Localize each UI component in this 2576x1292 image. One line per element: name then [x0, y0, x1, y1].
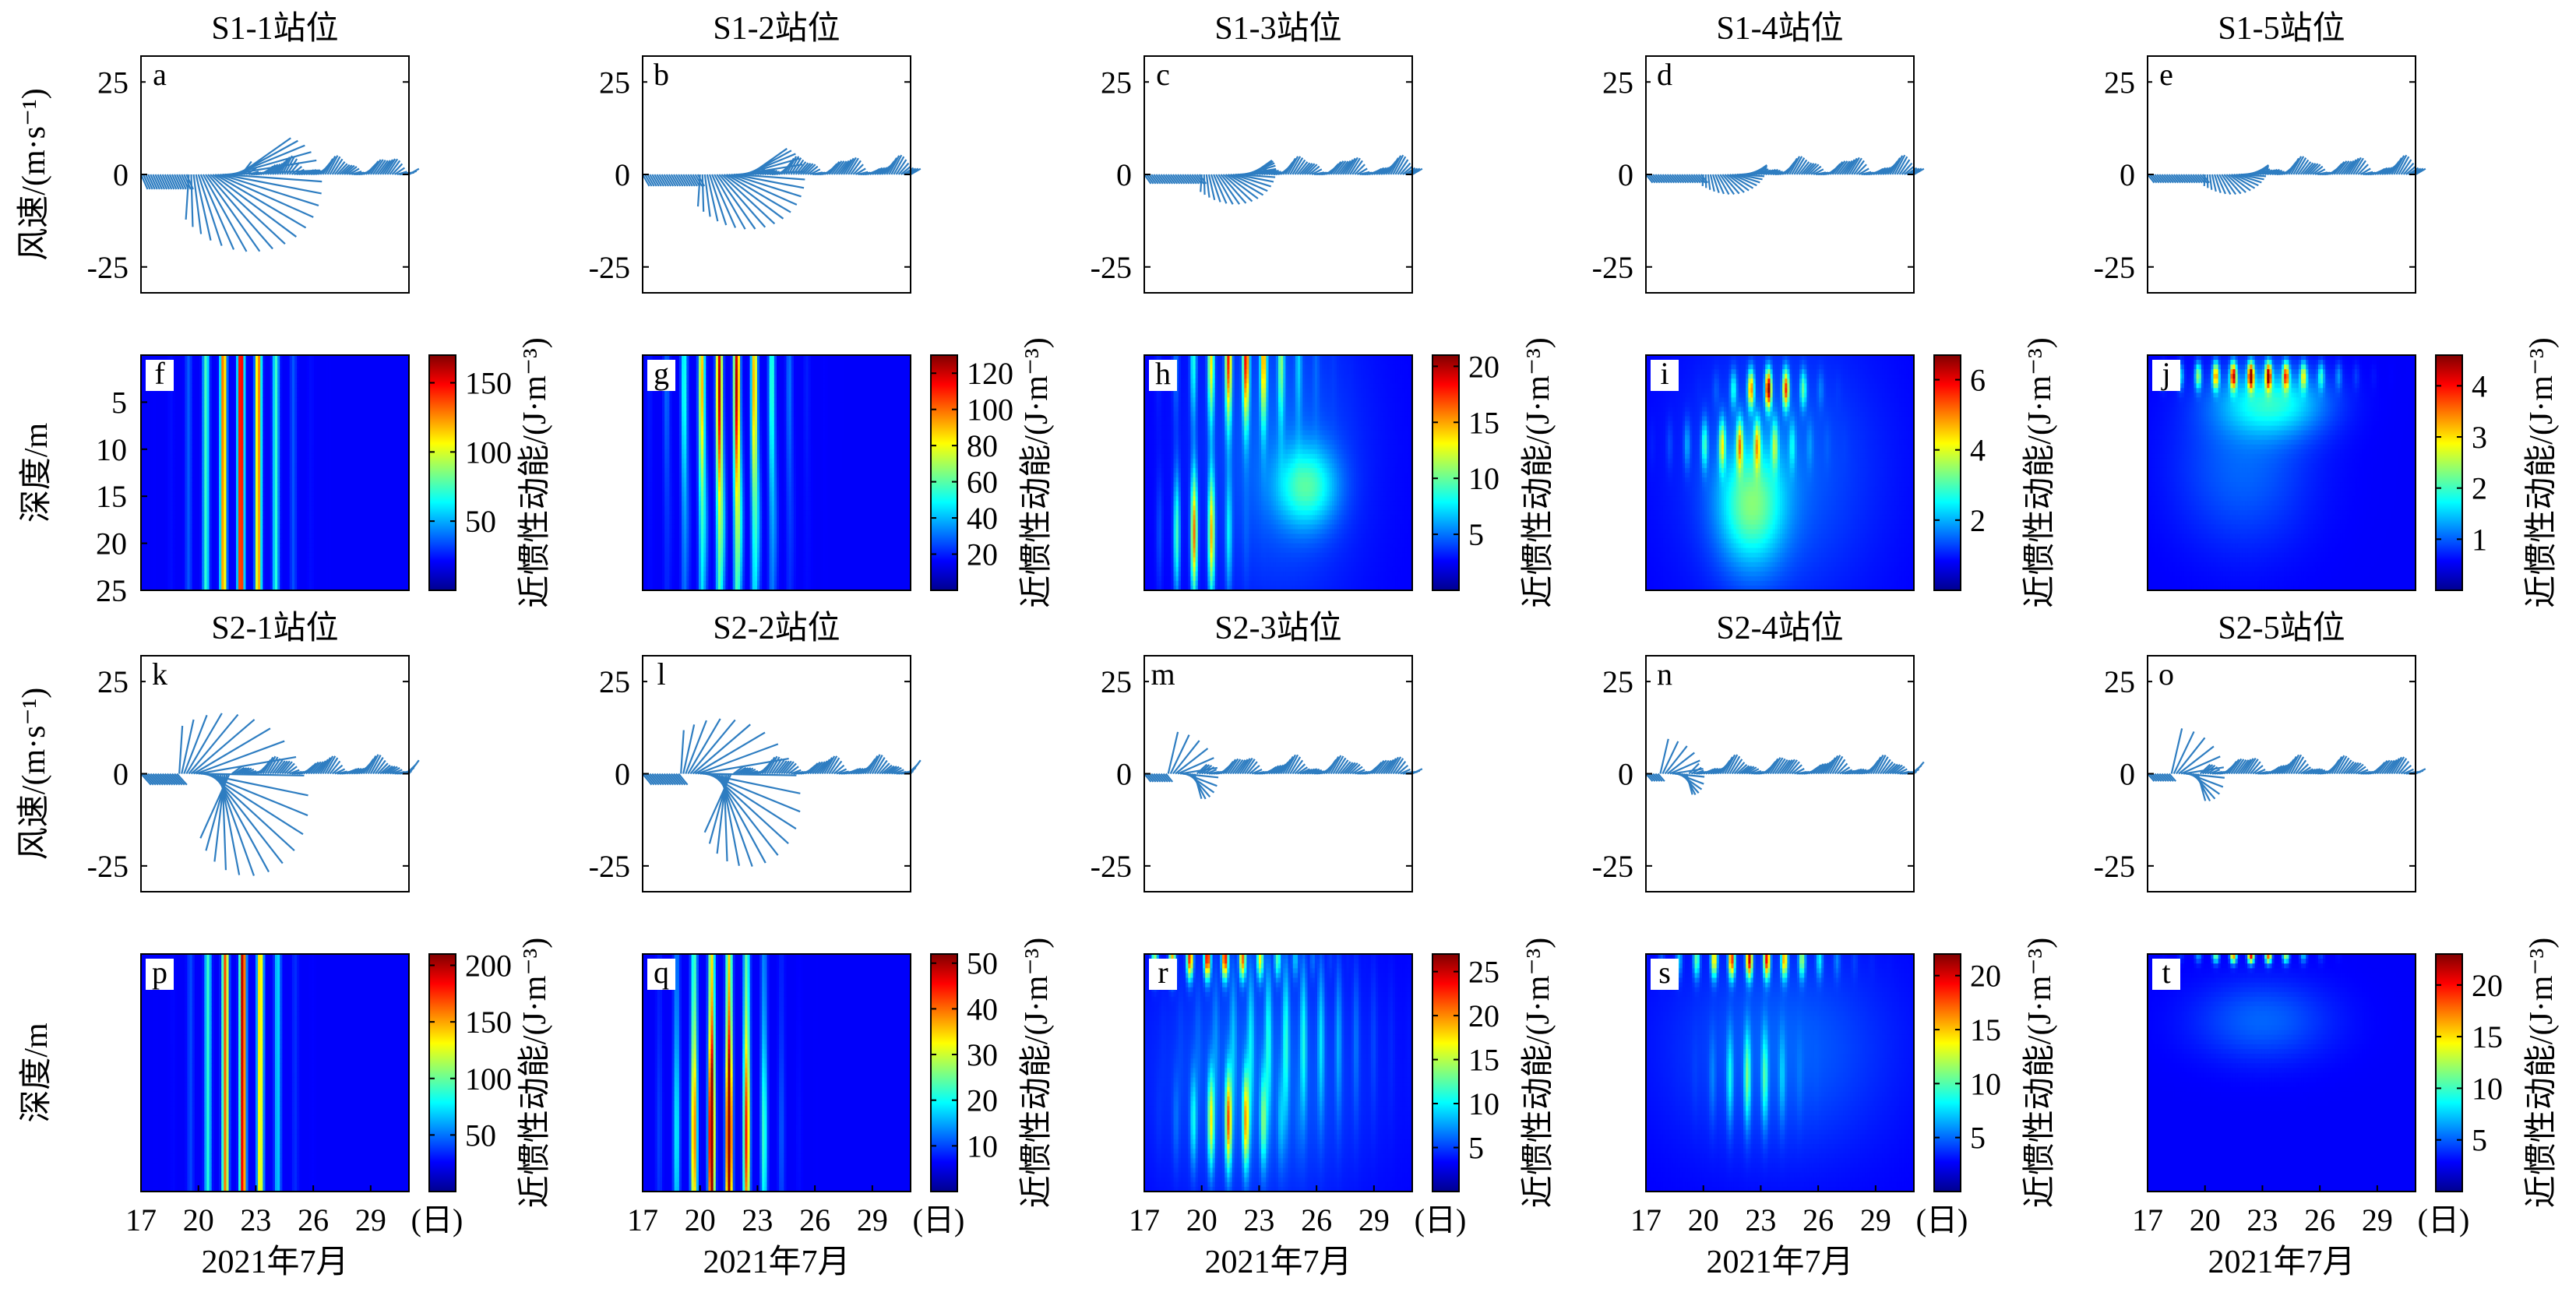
- wind-vector: [1204, 174, 1205, 195]
- panel-title: S1-1站位: [211, 10, 338, 47]
- y-tick-label: 25: [1602, 65, 1633, 100]
- panel-letter: a: [146, 57, 174, 92]
- wind-vector: [1706, 174, 1707, 188]
- panel-letter-text: a: [153, 57, 167, 92]
- wind-vector: [1200, 174, 1201, 192]
- y-tick-label: 0: [615, 157, 630, 192]
- y-tick-label: 0: [113, 157, 129, 192]
- wind-vector: [2204, 174, 2205, 186]
- y-tick-label: -25: [1091, 250, 1132, 285]
- panel-c: 25 0 -25 S1-3站位 c: [1091, 10, 1422, 293]
- y-tick-label: 0: [1618, 157, 1633, 192]
- panel-title: S1-5站位: [2218, 10, 2345, 47]
- y-tick-label: 25: [599, 65, 630, 100]
- y-tick-label: 25: [1101, 65, 1132, 100]
- panel-letter-text: c: [1156, 57, 1170, 92]
- y-tick-label: -25: [1592, 250, 1633, 285]
- panel-letter: d: [1651, 57, 1679, 92]
- panel-title: S1-3站位: [1214, 10, 1341, 47]
- panel-d: 25 0 -25 S1-4站位 d: [1592, 10, 1924, 293]
- panel-letter: b: [647, 57, 675, 92]
- wind-vector: [409, 169, 419, 174]
- heatmap-cells: [141, 355, 410, 591]
- y-tick-label: 25: [2104, 65, 2135, 100]
- y-tick-label: 25: [97, 65, 129, 100]
- wind-y-axis-label: 风速/(m·s⁻¹): [16, 88, 52, 260]
- panel-letter-text: b: [654, 57, 669, 92]
- y-tick-label: 0: [1116, 157, 1132, 192]
- panel-letter: c: [1149, 57, 1177, 92]
- panel-letter: e: [2152, 57, 2180, 92]
- panel-letter-text: d: [1657, 57, 1672, 92]
- panel-letter-text: e: [2159, 57, 2173, 92]
- y-tick-label: -25: [589, 250, 630, 285]
- panel-title: S1-4站位: [1716, 10, 1843, 47]
- panel-e: 25 0 -25 S1-5站位 e: [2094, 10, 2426, 293]
- wind-vector: [1703, 174, 1704, 186]
- y-tick-label: -25: [2094, 250, 2135, 285]
- y-tick-label: -25: [87, 250, 129, 285]
- panel-title: S1-2站位: [713, 10, 840, 47]
- panel-b: 25 0 -25 S1-2站位 b: [589, 10, 921, 293]
- y-tick-label: 0: [2120, 157, 2135, 192]
